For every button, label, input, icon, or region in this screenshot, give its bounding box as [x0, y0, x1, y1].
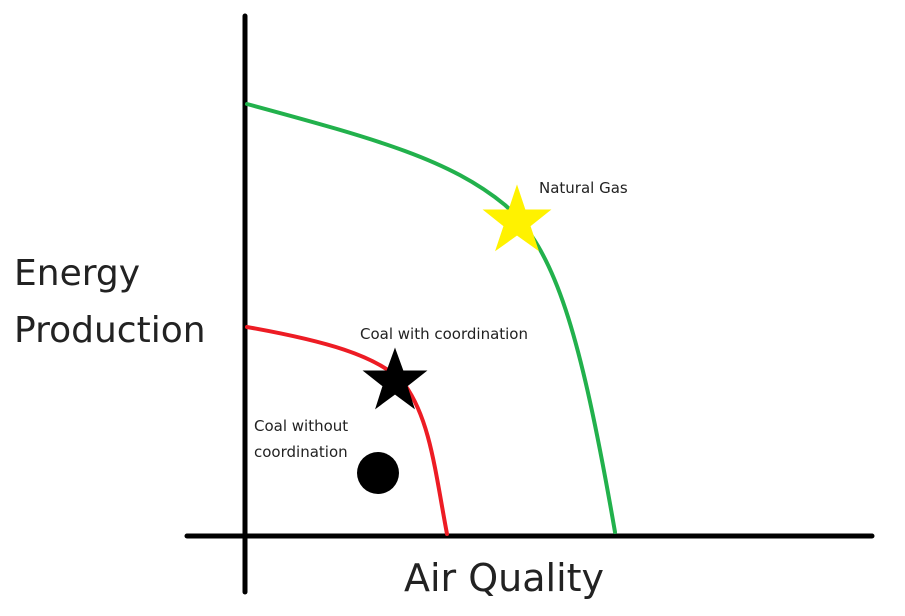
- y-axis-label-line-2: Production: [14, 310, 206, 351]
- coal-with-coordination-star-icon: [362, 347, 428, 410]
- y-axis-label-line-1: Energy: [14, 253, 140, 294]
- coal-without-coordination-label-line-1: Coal without: [254, 417, 348, 435]
- coal-without-coordination-dot-icon: [357, 452, 399, 494]
- coal-with-coordination-label: Coal with coordination: [360, 325, 528, 343]
- natural-gas-star-icon: [482, 184, 552, 252]
- natural-gas-label: Natural Gas: [539, 179, 628, 197]
- coal-without-coordination-label-line-2: coordination: [254, 443, 348, 461]
- natural-gas-frontier-curve: [245, 102, 617, 534]
- x-axis-label: Air Quality: [404, 556, 604, 600]
